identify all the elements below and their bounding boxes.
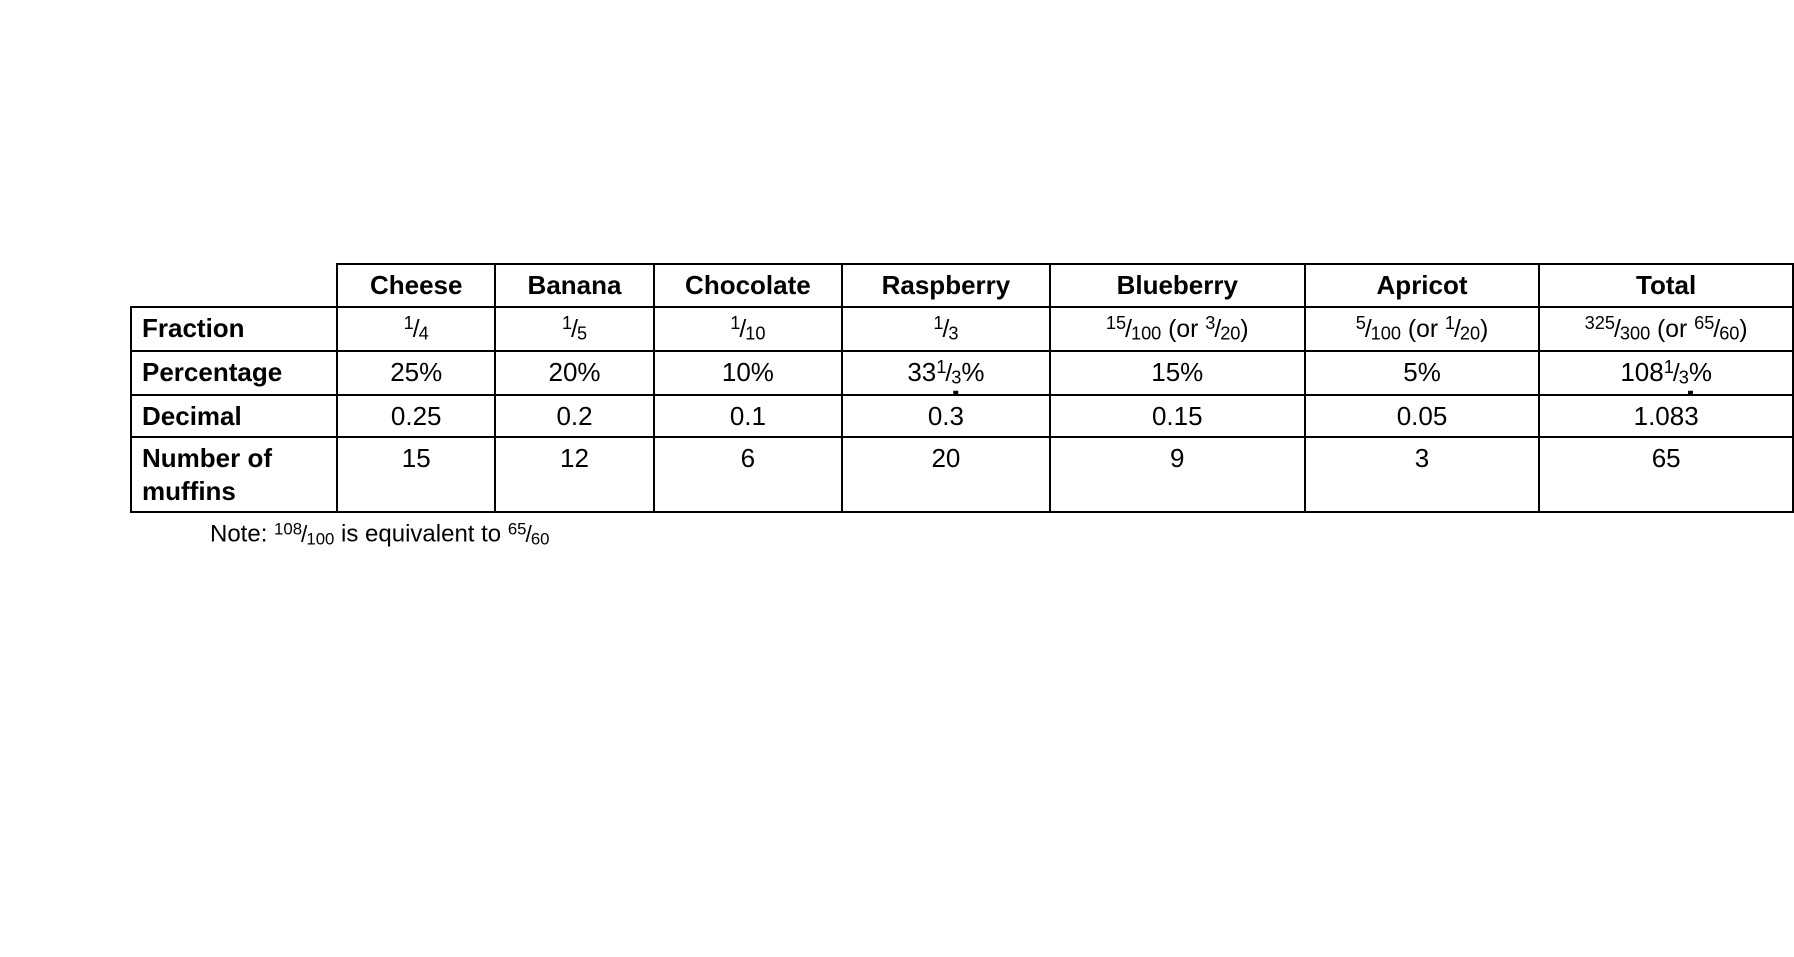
cell-muffins-blueberry: 9 bbox=[1050, 437, 1305, 512]
col-header-total: Total bbox=[1539, 264, 1793, 307]
cell-decimal-raspberry: 0.3 bbox=[842, 395, 1050, 438]
col-header-apricot: Apricot bbox=[1305, 264, 1540, 307]
cell-percentage-chocolate: 10% bbox=[654, 351, 842, 395]
cell-percentage-banana: 20% bbox=[495, 351, 653, 395]
cell-muffins-total: 65 bbox=[1539, 437, 1793, 512]
cell-fraction-blueberry: 15/100 (or 3/20) bbox=[1050, 307, 1305, 351]
cell-decimal-blueberry: 0.15 bbox=[1050, 395, 1305, 438]
cell-fraction-raspberry: 1/3 bbox=[842, 307, 1050, 351]
cell-muffins-cheese: 15 bbox=[337, 437, 495, 512]
cell-decimal-apricot: 0.05 bbox=[1305, 395, 1540, 438]
col-header-raspberry: Raspberry bbox=[842, 264, 1050, 307]
cell-fraction-total: 325/300 (or 65/60) bbox=[1539, 307, 1793, 351]
cell-percentage-total: 1081/3% bbox=[1539, 351, 1793, 395]
cell-percentage-cheese: 25% bbox=[337, 351, 495, 395]
header-row: Cheese Banana Chocolate Raspberry Bluebe… bbox=[131, 264, 1793, 307]
cell-fraction-banana: 1/5 bbox=[495, 307, 653, 351]
cell-muffins-apricot: 3 bbox=[1305, 437, 1540, 512]
cell-decimal-banana: 0.2 bbox=[495, 395, 653, 438]
cell-decimal-total: 1.083 bbox=[1539, 395, 1793, 438]
cell-percentage-blueberry: 15% bbox=[1050, 351, 1305, 395]
row-fraction: Fraction 1/4 1/5 1/10 1/3 15/100 (or 3/2… bbox=[131, 307, 1793, 351]
corner-empty bbox=[131, 264, 337, 307]
row-muffins: Number of muffins 15 12 6 20 9 3 65 bbox=[131, 437, 1793, 512]
row-decimal: Decimal 0.25 0.2 0.1 0.3 0.15 0.05 1.083 bbox=[131, 395, 1793, 438]
col-header-cheese: Cheese bbox=[337, 264, 495, 307]
cell-fraction-chocolate: 1/10 bbox=[654, 307, 842, 351]
cell-decimal-chocolate: 0.1 bbox=[654, 395, 842, 438]
col-header-blueberry: Blueberry bbox=[1050, 264, 1305, 307]
row-label-decimal: Decimal bbox=[131, 395, 337, 438]
cell-decimal-cheese: 0.25 bbox=[337, 395, 495, 438]
row-label-percentage: Percentage bbox=[131, 351, 337, 395]
row-label-fraction: Fraction bbox=[131, 307, 337, 351]
table-container: Cheese Banana Chocolate Raspberry Bluebe… bbox=[130, 263, 1794, 549]
cell-fraction-cheese: 1/4 bbox=[337, 307, 495, 351]
row-label-muffins: Number of muffins bbox=[131, 437, 337, 512]
col-header-banana: Banana bbox=[495, 264, 653, 307]
note-text: Note: 108/100 is equivalent to 65/60 bbox=[130, 519, 1794, 549]
col-header-chocolate: Chocolate bbox=[654, 264, 842, 307]
cell-muffins-raspberry: 20 bbox=[842, 437, 1050, 512]
cell-muffins-banana: 12 bbox=[495, 437, 653, 512]
cell-muffins-chocolate: 6 bbox=[654, 437, 842, 512]
muffin-table: Cheese Banana Chocolate Raspberry Bluebe… bbox=[130, 263, 1794, 513]
cell-percentage-apricot: 5% bbox=[1305, 351, 1540, 395]
cell-percentage-raspberry: 331/3% bbox=[842, 351, 1050, 395]
cell-fraction-apricot: 5/100 (or 1/20) bbox=[1305, 307, 1540, 351]
